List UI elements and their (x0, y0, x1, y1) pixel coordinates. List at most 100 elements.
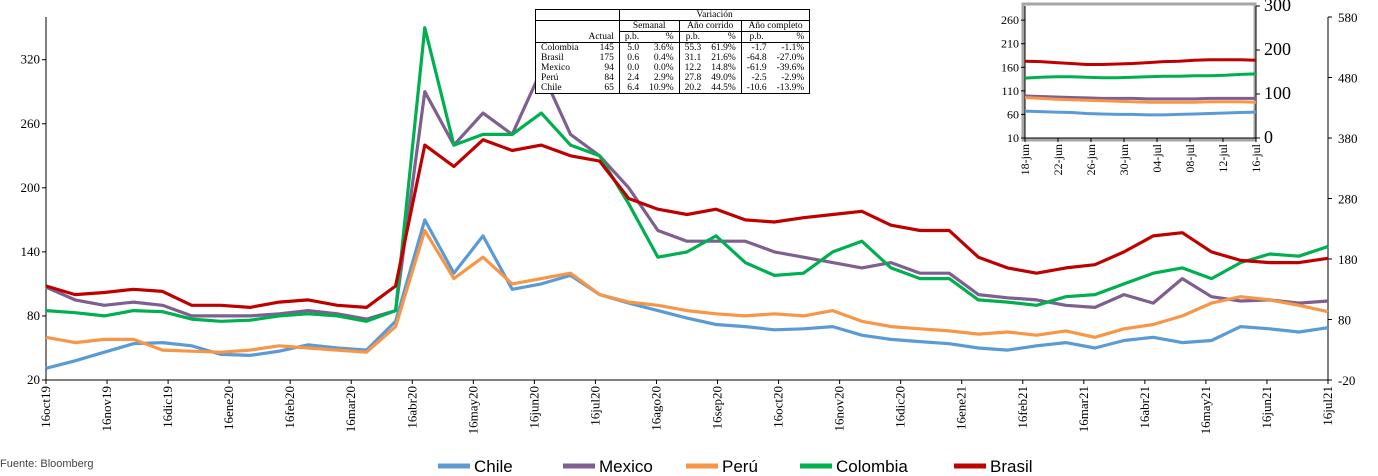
series-line-brasil (1024, 58, 1257, 66)
series-line-mexico (1024, 94, 1256, 101)
x-tick-label: 16jun20 (526, 386, 541, 429)
legend-label-colombia: Colombia (836, 457, 908, 476)
x-tick-label: 16may21 (1198, 386, 1213, 434)
x-tick-label: 22-jun (1051, 144, 1065, 175)
y-tick-label-right: 300 (1264, 0, 1291, 15)
table-cell: -39.6% (776, 63, 805, 73)
table-cell: 55.3 (678, 42, 707, 53)
series-line-chile (1024, 109, 1257, 117)
table-cell: 14.8% (711, 63, 736, 73)
table-cell: 21.6% (711, 53, 736, 63)
table-cell: 65 (604, 83, 614, 93)
y-tick-label-right: 380 (1338, 131, 1358, 146)
table-cell: 20.2 (678, 83, 707, 94)
table-cell: -61.9 (740, 63, 772, 73)
legend-label-brasil: Brasil (990, 457, 1033, 476)
series-line-perú (45, 228, 1329, 354)
table-cell: 0.6 (618, 53, 645, 63)
x-tick-label: 16oct20 (771, 386, 786, 428)
y-tick-label-right: 80 (1338, 313, 1351, 328)
x-tick-label: 16mar21 (1076, 386, 1091, 432)
y-tick-label-left: 140 (21, 244, 41, 259)
table-row: Chile 65 6.4 10.9% 20.2 44.5% -10.6 -13.… (536, 83, 810, 94)
x-tick-label: 16abr21 (1137, 386, 1152, 429)
y-tick-label-right: 280 (1338, 192, 1358, 207)
table-cell: 94 (604, 63, 614, 73)
table-header-variacion: Variación (618, 9, 810, 21)
table-col-pct: % (706, 31, 742, 43)
table-group-ano-completo: Año completo (740, 20, 810, 32)
table-cell: 2.4 (618, 73, 645, 83)
x-tick-label: 16ene20 (221, 386, 236, 430)
x-tick-label: 16feb20 (282, 386, 297, 429)
x-tick-label: 16feb21 (1015, 386, 1030, 429)
table-cell: 2.9% (653, 73, 674, 83)
x-tick-label: 16jun21 (1259, 386, 1274, 429)
x-tick-label: 04-jul (1150, 143, 1164, 172)
series-line-chile (45, 218, 1329, 370)
x-tick-label: 16dic20 (893, 386, 908, 428)
table-cell: 49.0% (711, 73, 736, 83)
table-col-pb: p.b. (740, 31, 772, 43)
table-col-actual: Actual (583, 31, 620, 43)
table-cell: -13.9% (776, 83, 805, 93)
table-cell: -1.7 (740, 42, 772, 53)
table-col-pct: % (771, 31, 810, 43)
x-tick-label: 16-jul (1249, 143, 1263, 172)
table-cell: Brasil (541, 53, 564, 63)
main-chart-axes: 20 80 140 200 260 320 -20 80 180 280 380 480 580 16oc… (21, 10, 1358, 434)
series-line-perú (1024, 96, 1257, 104)
y-tick-label-left: 20 (27, 372, 40, 387)
x-tick-label: 18-jun (1018, 144, 1032, 175)
table-cell: 61.9% (711, 43, 736, 53)
table-cell: 6.4 (618, 83, 645, 94)
inset-chart-axes: 10 60 110 160 210 260 0 100 200 300 18-jun 22-jun 26… (1001, 0, 1291, 175)
y-tick-label-left: 110 (1001, 84, 1019, 98)
table-cell: 10.9% (649, 83, 674, 93)
y-tick-label-left: 160 (1001, 60, 1019, 74)
x-tick-label: 16abr20 (404, 386, 419, 429)
y-tick-label-left: 320 (21, 52, 41, 67)
table-cell: 12.2 (678, 63, 707, 73)
inset-chart-frame (1021, 2, 1257, 142)
table-cell: Mexico (541, 63, 571, 73)
variation-table: Variación Semanal Año corrido Año comple… (535, 9, 811, 94)
table-group-ano-corrido: Año corrido (678, 20, 742, 32)
table-cell: Colombia (541, 43, 579, 53)
chart-legend: Chile Mexico Perú Colombia Brasil (438, 457, 1033, 476)
table-cell: -2.9% (781, 73, 805, 83)
y-tick-label-left: 200 (21, 180, 41, 195)
x-tick-label: 16oct19 (38, 386, 53, 428)
table-cell: 5.0 (618, 42, 645, 53)
table-cell: 3.6% (653, 43, 674, 53)
table-cell: -1.1% (781, 43, 805, 53)
y-tick-label-right: 580 (1338, 10, 1358, 25)
legend-label-mexico: Mexico (599, 457, 653, 476)
table-row: Perú 84 2.4 2.9% 27.8 49.0% -2.5 -2.9% (536, 73, 810, 83)
x-tick-label: 08-jul (1183, 143, 1197, 172)
table-cell: 27.8 (678, 73, 707, 83)
y-tick-label-left: 260 (1001, 13, 1019, 27)
table-cell: -64.8 (740, 53, 772, 63)
x-tick-label: 26-jun (1084, 144, 1098, 175)
table-col-pb: p.b. (618, 31, 645, 43)
y-tick-label-right: 200 (1264, 39, 1291, 59)
y-tick-label-right: 100 (1264, 83, 1291, 103)
x-tick-label: 16nov20 (832, 386, 847, 432)
table-cell: 175 (599, 53, 614, 63)
table-cell: -10.6 (740, 83, 772, 94)
table-cell: 0.4% (653, 53, 674, 63)
table-cell: 145 (599, 43, 614, 53)
legend-label-perú: Perú (722, 457, 758, 476)
source-footnote: Fuente: Bloomberg (0, 458, 94, 470)
y-tick-label-right: -20 (1338, 373, 1355, 388)
y-tick-label-right: 180 (1338, 252, 1358, 267)
table-row: Mexico 94 0.0 0.0% 12.2 14.8% -61.9 -39.… (536, 63, 810, 73)
main-chart-lines (45, 26, 1329, 370)
table-cell: -2.5 (740, 73, 772, 83)
table-cell: Chile (541, 83, 562, 93)
table-cell: 0.0% (653, 63, 674, 73)
x-tick-label: 16mar20 (343, 386, 358, 432)
series-line-colombia (45, 26, 1329, 323)
